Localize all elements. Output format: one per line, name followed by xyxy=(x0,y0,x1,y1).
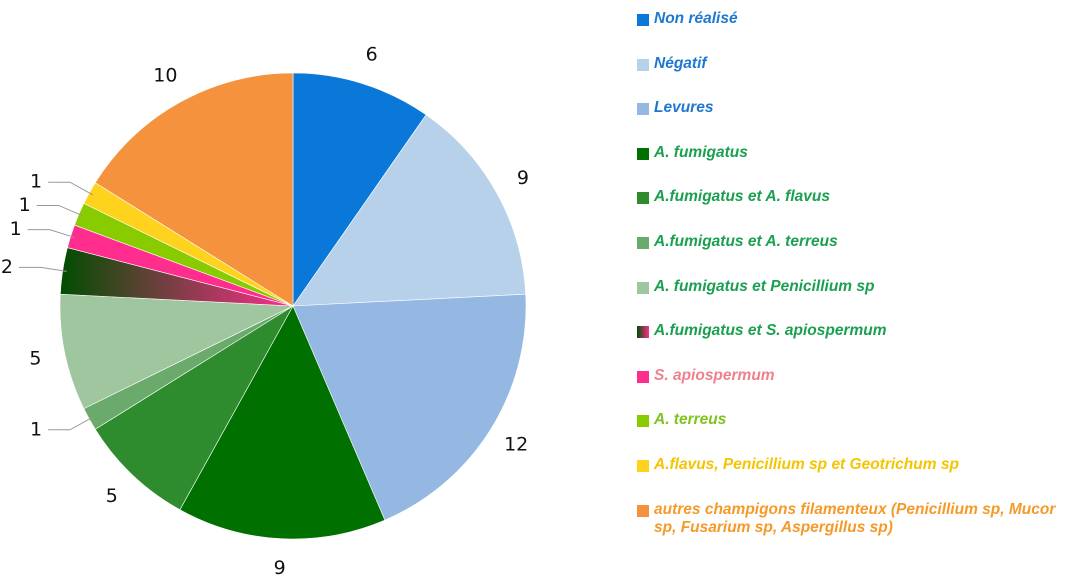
legend-swatch xyxy=(637,415,649,428)
leader-line xyxy=(48,416,94,431)
pie-slice xyxy=(179,305,386,540)
data-label: 9 xyxy=(274,557,286,577)
legend-swatch xyxy=(637,459,649,472)
data-label: 1 xyxy=(30,171,42,193)
legend-item: autres champigons filamenteux (Penicilli… xyxy=(637,501,1077,546)
legend-swatch xyxy=(637,192,649,205)
legend-label: Négatif xyxy=(654,54,707,72)
legend-label: A.fumigatus et S. apiospermum xyxy=(654,322,887,340)
legend-item: Négatif xyxy=(637,55,1077,100)
legend-item: A.fumigatus et A. flavus xyxy=(637,188,1077,233)
pie-slice xyxy=(292,72,427,307)
leader-line xyxy=(18,266,67,272)
legend-swatch xyxy=(637,14,649,26)
data-label: 10 xyxy=(153,65,177,87)
pie-slice xyxy=(292,114,527,307)
legend-label: A.fumigatus et A. terreus xyxy=(654,232,838,250)
legend-item: A.fumigatus et S. apiospermum xyxy=(637,322,1077,367)
pie-slice xyxy=(292,293,527,521)
legend-label: S. apiospermum xyxy=(654,366,775,384)
legend-label: A.flavus, Penicillium sp et Geotrichum s… xyxy=(654,455,959,473)
legend-item: A.flavus, Penicillium sp et Geotrichum s… xyxy=(637,456,1077,501)
legend-swatch xyxy=(637,147,649,160)
legend-item: A. fumigatus xyxy=(637,144,1077,189)
leader-line xyxy=(48,181,94,196)
legend-label: autres champigons filamenteux (Penicilli… xyxy=(654,500,1056,536)
legend-swatch xyxy=(637,326,649,339)
legend-label: A. fumigatus et Penicillium sp xyxy=(654,277,875,295)
data-label: 1 xyxy=(19,194,31,216)
legend-label: A.fumigatus et A. flavus xyxy=(654,188,830,206)
legend-label: Levures xyxy=(654,99,714,117)
pie-slice xyxy=(94,305,294,511)
data-label: 1 xyxy=(30,418,42,440)
data-label: 1 xyxy=(10,218,22,240)
data-label: 12 xyxy=(504,434,528,456)
data-label: 9 xyxy=(517,167,529,189)
data-label: 2 xyxy=(1,256,13,278)
legend-swatch xyxy=(637,504,649,517)
legend-item: A. fumigatus et Penicillium sp xyxy=(637,278,1077,323)
pie-slice xyxy=(59,293,295,410)
legend-swatch xyxy=(637,281,649,294)
legend: Non réalisé Négatif Levures A. fumigatus A.f… xyxy=(637,10,1077,545)
legend-item: A. terreus xyxy=(637,411,1077,456)
legend-item: S. apiospermum xyxy=(637,367,1077,412)
legend-label: A. terreus xyxy=(654,411,727,429)
legend-item: Non réalisé xyxy=(637,10,1077,55)
data-label: 5 xyxy=(29,347,41,369)
leader-line xyxy=(27,229,75,238)
legend-label: Non réalisé xyxy=(654,10,738,27)
legend-swatch xyxy=(637,58,649,71)
leader-line xyxy=(36,204,83,217)
legend-swatch xyxy=(637,236,649,249)
legend-swatch xyxy=(637,103,649,116)
legend-item: Levures xyxy=(637,99,1077,144)
legend-item: A.fumigatus et A. terreus xyxy=(637,233,1077,278)
data-label: 6 xyxy=(366,44,378,66)
data-label: 5 xyxy=(106,485,118,507)
legend-label: A. fumigatus xyxy=(654,143,748,161)
legend-swatch xyxy=(637,370,649,383)
pie-slice xyxy=(94,72,294,307)
